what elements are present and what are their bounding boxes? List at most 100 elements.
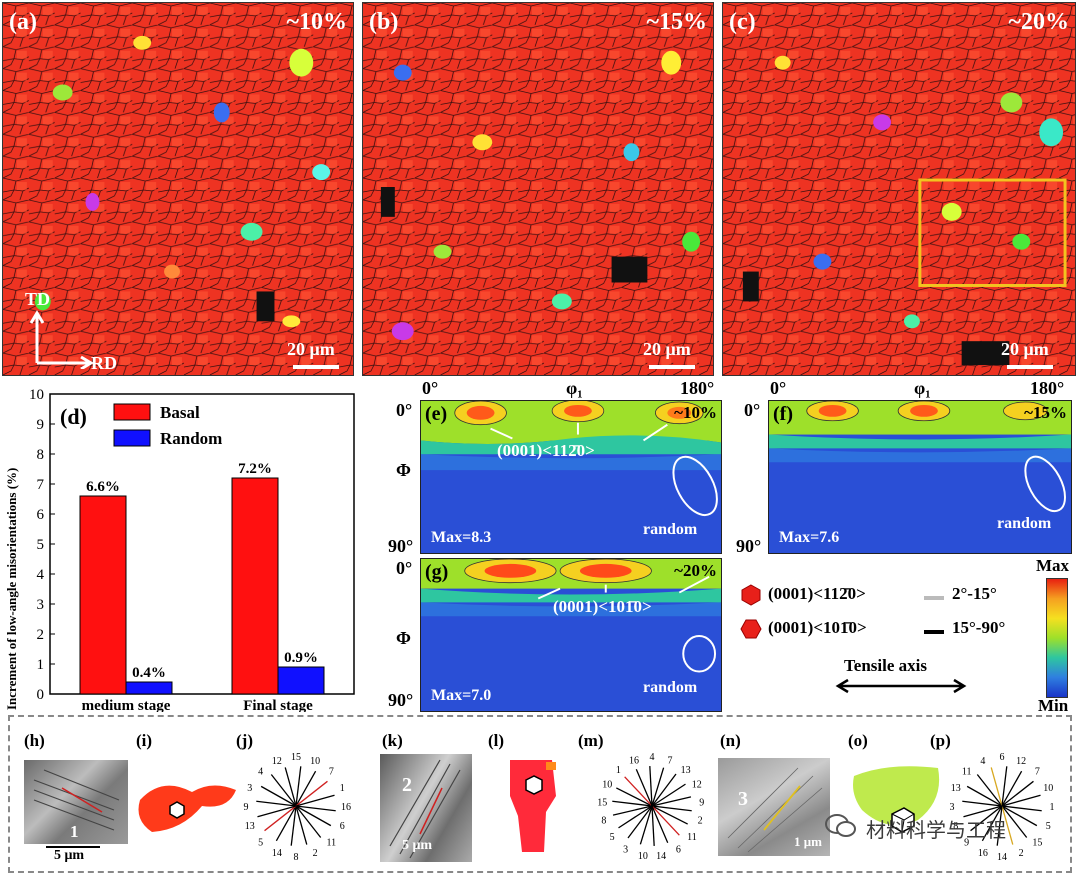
ebsd-map-b: (b) ~15% 20 μm xyxy=(362,2,714,376)
x-category-label: Final stage xyxy=(243,698,313,712)
slip-trace-line xyxy=(963,794,1041,818)
slip-system-label: 7 xyxy=(668,755,673,766)
slip-system-label: 6 xyxy=(340,821,345,832)
bar-random-1 xyxy=(277,666,325,695)
slip-system-label: 5 xyxy=(258,837,263,848)
data-label-random-0: 0.4% xyxy=(132,665,166,681)
slip-system-label: 7 xyxy=(1035,767,1040,778)
slip-system-label: 8 xyxy=(601,816,606,827)
legend-swatch-random xyxy=(113,429,151,447)
slip-trace-line xyxy=(612,796,692,816)
orientation-map-i xyxy=(138,785,236,832)
odf-section-f: (f) ~15% random Max=7.6 xyxy=(768,400,1072,554)
slip-system-label: 2 xyxy=(698,816,703,827)
panel-label-l: (l) xyxy=(488,731,505,750)
legend-basal-label: Basal xyxy=(160,403,200,422)
slip-system-label: 12 xyxy=(692,780,702,791)
colorbar xyxy=(1046,578,1068,698)
panel-label-i: (i) xyxy=(136,731,153,750)
y-tick-label: 8 xyxy=(37,447,45,463)
y-tick-label: 9 xyxy=(37,417,45,433)
scale-text-n: 1 μm xyxy=(794,834,822,849)
wechat-icon xyxy=(825,814,856,837)
orientation-map-l xyxy=(510,760,556,852)
scale-text-h: 5 μm xyxy=(54,848,85,863)
data-label-basal-1: 7.2% xyxy=(238,461,272,477)
y-tick-label: 3 xyxy=(37,597,45,613)
odf-g-Phi-90: 90° xyxy=(388,690,414,710)
scale-bar-c xyxy=(1007,365,1053,369)
slip-system-label: 2 xyxy=(1019,848,1024,859)
odf-f-phi1-end: 180° xyxy=(1030,378,1065,398)
slip-trace-line xyxy=(257,794,335,818)
odf-f-Phi-0: 0° xyxy=(744,400,761,420)
slip-system-label: 4 xyxy=(258,767,263,778)
data-label-basal-0: 6.6% xyxy=(86,479,120,495)
scale-text-k: 5 μm xyxy=(402,838,433,853)
slip-system-label: 16 xyxy=(978,848,988,859)
slip-system-label: 13 xyxy=(951,783,961,794)
scale-text-b: 20 μm xyxy=(643,339,691,359)
strain-label-c: ~20% xyxy=(1008,9,1069,35)
slip-system-label: 4 xyxy=(980,756,985,767)
x-category-label: medium stage xyxy=(82,698,171,712)
odf-g-max: Max=7.0 xyxy=(431,687,492,704)
odf-e-random-label: random xyxy=(643,521,698,538)
odf-g-annotation: (0001)<101̄0> xyxy=(553,597,652,616)
bar-random-0 xyxy=(125,681,173,695)
slip-system-label: 12 xyxy=(1016,756,1026,767)
scale-bar-h xyxy=(46,846,100,848)
scale-text-a: 20 μm xyxy=(287,339,335,359)
y-tick-label: 7 xyxy=(37,477,45,493)
legend-random-label: Random xyxy=(160,429,222,448)
slip-system-label: 15 xyxy=(291,752,301,763)
panel-label-j: (j) xyxy=(236,731,253,750)
grain-number-1: 1 xyxy=(70,822,79,841)
y-tick-label: 5 xyxy=(37,537,45,553)
odf-section-g: (g) ~20% (0001)<101̄0> random Max=7.0 xyxy=(420,558,722,712)
slip-system-label: 3 xyxy=(950,802,955,813)
panel-label-p: (p) xyxy=(930,731,951,750)
slip-system-label: 16 xyxy=(341,802,351,813)
slip-system-label: 1 xyxy=(340,783,345,794)
legend-low-angle-label: 2°-15° xyxy=(952,584,997,603)
double-arrow-icon xyxy=(835,678,967,694)
slip-system-label: 6 xyxy=(1000,752,1005,763)
odf-contour-e xyxy=(421,401,721,516)
panel-label-b: (b) xyxy=(369,9,399,35)
trace-diagram-j: 15 10 71 16 611 2 8 14 513 9 34 12 xyxy=(244,752,352,863)
slip-system-label: 8 xyxy=(953,821,958,832)
slip-system-label: 1 xyxy=(616,765,621,776)
panel-label-h: (h) xyxy=(24,731,45,750)
slip-system-label: 3 xyxy=(247,783,252,794)
odf-f-strain: ~15% xyxy=(1024,403,1067,422)
grain-number-2: 2 xyxy=(402,774,412,796)
grain-texture-c xyxy=(723,3,1075,375)
strain-label-a: ~10% xyxy=(286,9,347,35)
grain-number-3: 3 xyxy=(738,788,748,810)
odf-f-max: Max=7.6 xyxy=(779,529,840,546)
slip-system-label: 15 xyxy=(597,797,607,808)
td-label: TD xyxy=(25,289,51,309)
slip-lines-n xyxy=(727,767,823,853)
panel-label-e: (e) xyxy=(425,403,448,425)
slip-system-label: 13 xyxy=(681,765,691,776)
panel-label-m: (m) xyxy=(578,731,604,750)
slip-system-label: 6 xyxy=(676,845,681,856)
odf-f-phi1-label: φ₁ xyxy=(914,378,931,398)
odf-e-phi1-label: φ₁ xyxy=(566,378,583,398)
sem-image-h: 1 xyxy=(24,760,128,844)
odf-e-strain: ~10% xyxy=(674,403,717,422)
slip-system-label: 13 xyxy=(245,821,255,832)
td-rd-arrow-icon xyxy=(29,310,94,369)
odf-e-Phi-90: 90° xyxy=(388,536,414,556)
slip-system-label: 11 xyxy=(327,837,337,848)
odf-g-Phi-label: Φ xyxy=(396,628,411,648)
panel-label-o: (o) xyxy=(848,731,868,750)
slip-system-label: 9 xyxy=(699,797,704,808)
odf-e-max: Max=8.3 xyxy=(431,529,492,546)
panel-label-f: (f) xyxy=(773,403,793,425)
y-tick-label: 6 xyxy=(37,507,45,523)
slip-system-label: 5 xyxy=(1046,821,1051,832)
